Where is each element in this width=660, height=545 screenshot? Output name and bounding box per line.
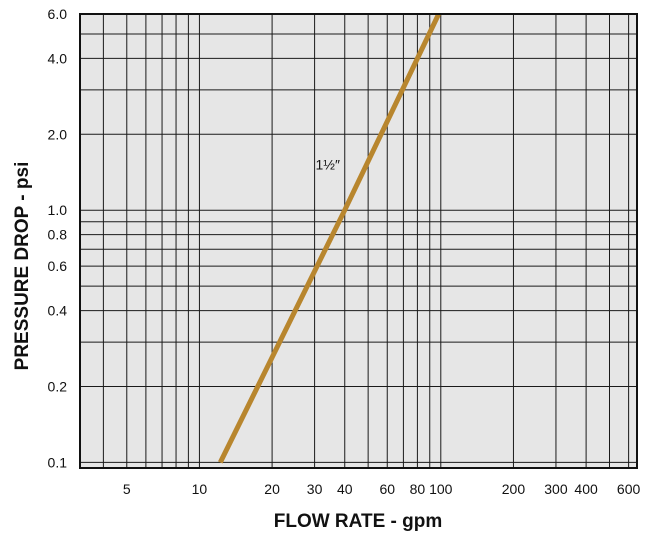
y-tick-label: 4.0	[48, 50, 68, 66]
y-tick-label: 0.4	[48, 303, 68, 319]
x-tick-label: 30	[307, 481, 323, 497]
x-tick-label: 600	[617, 481, 641, 497]
y-tick-label: 0.6	[48, 258, 68, 274]
plot-frame	[79, 13, 638, 469]
y-tick-label: 2.0	[48, 126, 68, 142]
y-tick-labels: 0.1 0.2 0.4 0.6 0.8 1.0 2.0 4.0 6.0	[48, 6, 68, 470]
x-tick-label: 300	[544, 481, 568, 497]
x-tick-label: 200	[502, 481, 526, 497]
y-tick-label: 1.0	[48, 202, 68, 218]
x-tick-label: 100	[429, 481, 453, 497]
y-tick-label: 6.0	[48, 6, 68, 22]
plot-background	[80, 14, 637, 468]
series-lines	[218, 12, 441, 464]
x-tick-label: 80	[410, 481, 426, 497]
y-tick-label: 0.2	[48, 378, 68, 394]
x-tick-label: 10	[192, 481, 208, 497]
grid-lines	[80, 13, 637, 468]
y-tick-label: 0.8	[48, 227, 68, 243]
y-tick-label: 0.1	[48, 454, 68, 470]
x-tick-label: 40	[337, 481, 353, 497]
x-axis-title: FLOW RATE - gpm	[274, 511, 443, 532]
x-tick-labels: 5 10 20 30 40 60 80 100 200 300 400 600	[123, 481, 641, 497]
x-tick-label: 5	[123, 481, 131, 497]
series-line-1-5-inch	[218, 12, 441, 464]
series-annotation-label: 1½″	[316, 157, 340, 173]
x-tick-label: 400	[574, 481, 598, 497]
y-axis-title: PRESSURE DROP - psi	[12, 162, 33, 371]
annotations: 1½″	[316, 157, 340, 173]
x-tick-label: 20	[264, 481, 280, 497]
x-tick-label: 60	[379, 481, 395, 497]
